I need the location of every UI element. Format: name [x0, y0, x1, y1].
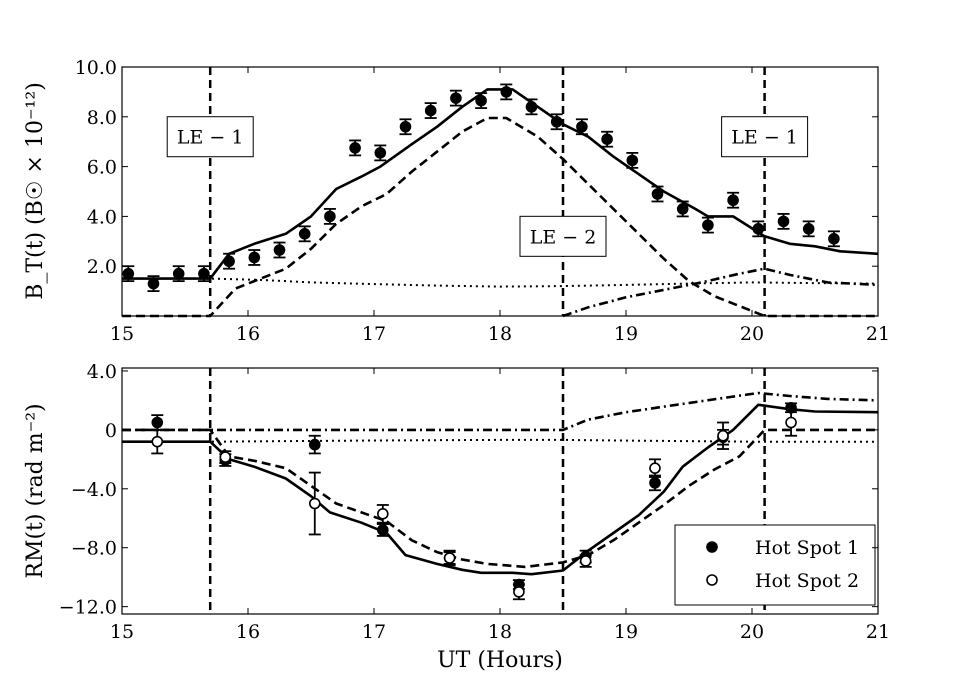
bottom-marker-hotspot2 — [308, 497, 321, 510]
top-curve-dotted — [122, 277, 879, 288]
top-marker-hotspot1 — [399, 120, 412, 133]
top-marker-hotspot1 — [752, 223, 765, 235]
bottom-marker-hotspot1 — [308, 438, 321, 451]
top-marker-hotspot1 — [324, 210, 336, 223]
bottom-y-tick-label: −4.0 — [71, 479, 117, 501]
top-marker-hotspot1 — [248, 251, 261, 264]
top-x-tick-label: 16 — [236, 323, 260, 345]
top-curve-solid — [122, 88, 879, 280]
top-marker-hotspot1 — [550, 115, 563, 128]
bottom-x-tick-label: 17 — [362, 621, 386, 643]
top-annotation-box-2 — [721, 116, 809, 158]
top-marker-hotspot1 — [298, 228, 311, 240]
top-plot-content: LE − 1 LE − 2 LE − 1 — [122, 67, 879, 318]
bottom-y-tick-label: 4.0 — [87, 361, 117, 383]
bottom-x-tick-label: 15 — [110, 621, 134, 643]
bottom-marker-hotspot2 — [579, 555, 592, 567]
top-marker-hotspot1 — [601, 133, 613, 146]
top-annotation-label-0: LE − 1 — [177, 127, 244, 149]
top-annotation-label-1: LE − 2 — [530, 226, 597, 248]
top-marker-hotspot1 — [122, 267, 135, 280]
top-annotation-box-1 — [519, 215, 607, 257]
bottom-curve-dashdot — [122, 391, 879, 432]
top-panel: LE − 1 LE − 2 LE − 1 15 16 17 18 19 20 21 2.0 4.0 6… — [23, 57, 890, 345]
legend-label-2: Hot Spot 2 — [755, 570, 859, 592]
top-marker-hotspot1 — [198, 267, 210, 280]
top-marker-hotspot1 — [475, 94, 487, 107]
bottom-marker-hotspot2 — [513, 586, 525, 598]
bottom-y-axis-title: RM(t) (rad m⁻²) — [23, 403, 48, 578]
bottom-x-tick-label: 21 — [866, 621, 890, 643]
top-marker-hotspot1 — [651, 188, 664, 200]
top-marker-hotspot1 — [525, 101, 538, 113]
top-marker-hotspot1 — [424, 104, 437, 117]
top-marker-hotspot1 — [374, 147, 387, 159]
top-axes: 15 16 17 18 19 20 21 2.0 4.0 6.0 8.0 10.0 — [75, 57, 890, 345]
bottom-marker-hotspot2 — [377, 508, 389, 520]
top-curve-dashdot — [562, 267, 879, 318]
bottom-panel: Hot Spot 1 Hot Spot 2 15 16 17 18 19 20 21 4.0 0 −… — [23, 361, 890, 673]
top-marker-hotspot1 — [172, 267, 185, 280]
bottom-x-tick-label: 18 — [488, 621, 512, 643]
top-annotation-box-0 — [166, 116, 254, 158]
top-marker-hotspot1 — [349, 142, 361, 154]
bottom-plot-content: Hot Spot 1 Hot Spot 2 — [122, 368, 879, 614]
top-marker-hotspot1 — [626, 154, 639, 167]
bottom-y-tick-label: −12.0 — [59, 597, 117, 619]
bottom-marker-hotspot1 — [151, 416, 164, 429]
legend-marker-2 — [706, 574, 718, 586]
bottom-y-tick-label: −8.0 — [71, 538, 117, 560]
top-marker-hotspot1 — [500, 86, 513, 98]
top-x-tick-label: 17 — [362, 323, 386, 345]
x-axis-title: UT (Hours) — [437, 648, 563, 673]
top-marker-hotspot1 — [223, 255, 235, 268]
bottom-marker-hotspot2 — [151, 435, 164, 448]
top-y-tick-label: 8.0 — [87, 107, 117, 129]
top-x-tick-label: 18 — [488, 323, 512, 345]
top-x-tick-label: 20 — [740, 323, 764, 345]
top-y-tick-label: 2.0 — [87, 256, 117, 278]
top-y-axis-title: B_T(t) (B☉ × 10⁻¹²) — [23, 82, 48, 300]
top-x-tick-label: 21 — [866, 323, 890, 345]
top-marker-hotspot1 — [576, 120, 588, 133]
top-marker-hotspot1 — [828, 233, 840, 245]
top-marker-hotspot1 — [802, 223, 815, 235]
bottom-axes: 15 16 17 18 19 20 21 4.0 0 −4.0 −8.0 −12.0 — [59, 361, 890, 643]
top-marker-hotspot1 — [450, 92, 462, 104]
bottom-marker-hotspot1 — [377, 524, 389, 536]
legend-label-1: Hot Spot 1 — [755, 537, 859, 559]
bottom-marker-hotspot2 — [219, 451, 232, 463]
bottom-marker-hotspot2 — [649, 462, 661, 474]
bottom-y-tick-label: 0 — [105, 420, 117, 442]
top-marker-hotspot1 — [676, 203, 689, 215]
legend-marker-1 — [706, 541, 718, 553]
bottom-marker-hotspot1 — [649, 477, 661, 489]
bottom-curve-dashed — [122, 428, 878, 569]
top-marker-hotspot1 — [273, 244, 286, 256]
top-annotation-label-2: LE − 1 — [731, 127, 798, 149]
top-y-tick-label: 4.0 — [87, 206, 117, 228]
bottom-x-tick-label: 20 — [740, 621, 764, 643]
bottom-marker-hotspot2 — [443, 552, 456, 564]
top-marker-hotspot1 — [727, 194, 739, 207]
bottom-x-tick-label: 16 — [236, 621, 260, 643]
top-marker-hotspot1 — [702, 219, 714, 231]
legend-box — [674, 524, 876, 606]
bottom-marker-hotspot2 — [785, 416, 797, 429]
top-x-tick-label: 19 — [614, 323, 638, 345]
top-marker-hotspot1 — [777, 215, 790, 228]
top-y-tick-label: 6.0 — [87, 157, 117, 179]
bottom-marker-hotspot2 — [717, 429, 729, 442]
top-marker-hotspot1 — [147, 277, 160, 290]
top-x-tick-label: 15 — [110, 323, 134, 345]
bottom-x-tick-label: 19 — [614, 621, 638, 643]
top-y-tick-label: 10.0 — [75, 57, 117, 79]
bottom-curve-dotted — [122, 438, 878, 443]
